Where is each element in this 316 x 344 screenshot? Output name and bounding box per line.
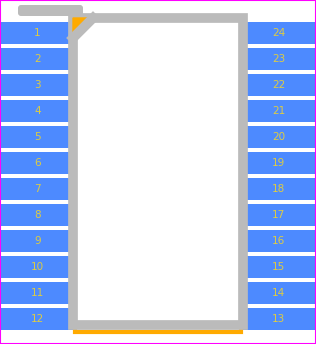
Text: 11: 11 [31, 288, 44, 298]
Bar [241, 282, 316, 304]
Polygon shape [73, 18, 93, 38]
Text: 1: 1 [34, 28, 41, 38]
Bar [241, 308, 316, 330]
Text: 3: 3 [34, 80, 41, 90]
Bar [241, 74, 316, 96]
Bar [75, 20, 241, 332]
Bar [0, 74, 75, 96]
Text: 22: 22 [272, 80, 285, 90]
Text: 14: 14 [272, 288, 285, 298]
Bar [0, 282, 75, 304]
Bar [0, 308, 75, 330]
Text: 9: 9 [34, 236, 41, 246]
Text: 12: 12 [31, 314, 44, 324]
Bar [241, 152, 316, 174]
FancyBboxPatch shape [18, 5, 83, 16]
Bar [0, 152, 75, 174]
Bar [0, 178, 75, 200]
Text: 15: 15 [272, 262, 285, 272]
Text: 17: 17 [272, 210, 285, 220]
Text: 18: 18 [272, 184, 285, 194]
Text: 13: 13 [272, 314, 285, 324]
Text: 21: 21 [272, 106, 285, 116]
Text: 7: 7 [34, 184, 41, 194]
Bar [73, 18, 243, 325]
Text: 16: 16 [272, 236, 285, 246]
Bar [241, 178, 316, 200]
Bar [0, 126, 75, 148]
Text: 4: 4 [34, 106, 41, 116]
Bar [0, 204, 75, 226]
Bar [241, 100, 316, 122]
Text: 23: 23 [272, 54, 285, 64]
Text: 5: 5 [34, 132, 41, 142]
Text: 10: 10 [31, 262, 44, 272]
Bar [0, 256, 75, 278]
Bar [241, 126, 316, 148]
Bar [0, 100, 75, 122]
Text: 19: 19 [272, 158, 285, 168]
Bar [241, 256, 316, 278]
Bar [241, 230, 316, 252]
Bar [0, 48, 75, 70]
Bar [241, 22, 316, 44]
Text: 2: 2 [34, 54, 41, 64]
Text: 6: 6 [34, 158, 41, 168]
Bar [0, 22, 75, 44]
Bar [0, 230, 75, 252]
Text: 8: 8 [34, 210, 41, 220]
Bar [241, 204, 316, 226]
Bar [241, 48, 316, 70]
Text: 24: 24 [272, 28, 285, 38]
Text: 20: 20 [272, 132, 285, 142]
